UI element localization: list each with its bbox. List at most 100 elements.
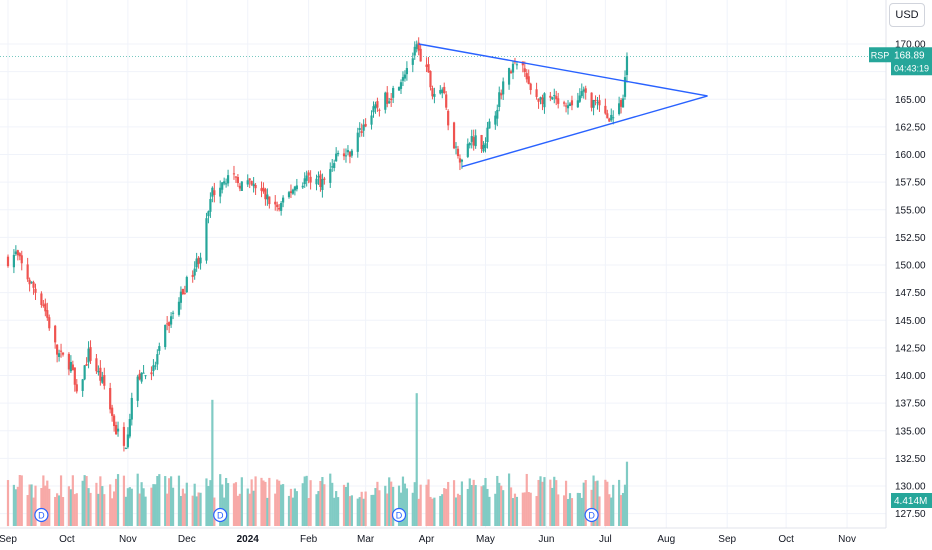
volume-bar <box>276 479 279 526</box>
volume-bar <box>101 486 104 526</box>
candle <box>562 102 566 104</box>
candle <box>443 86 446 94</box>
candle <box>44 303 47 312</box>
candle <box>427 64 430 73</box>
candle <box>164 325 167 348</box>
candle <box>199 257 202 264</box>
dividend-marker <box>34 507 49 523</box>
volume-bar <box>59 475 63 526</box>
candle <box>81 379 84 391</box>
dividend-marker-label: D <box>396 511 403 521</box>
symbol-tag <box>869 47 891 63</box>
volume-bar <box>568 493 572 526</box>
volume-bar <box>289 488 293 526</box>
volume-bar <box>109 484 112 526</box>
price-tag-value: 168.89 <box>894 50 925 61</box>
y-tick-label: 147.50 <box>895 288 926 299</box>
candle <box>116 428 120 432</box>
candle <box>364 123 367 127</box>
volume-bar <box>309 480 312 526</box>
candle <box>456 148 460 157</box>
candle <box>431 88 434 97</box>
volume-bar <box>138 493 141 526</box>
candle <box>390 98 393 101</box>
volume-bar <box>417 498 420 526</box>
candle <box>315 178 318 185</box>
candle <box>509 71 513 74</box>
volume-bar <box>411 492 414 526</box>
x-tick-label: Sep <box>718 534 736 545</box>
symbol-tag-label: RSP <box>871 50 890 60</box>
volume-bar <box>333 497 336 526</box>
candle <box>46 310 49 318</box>
candle <box>557 98 560 104</box>
volume-bar <box>405 488 408 526</box>
candle <box>472 137 475 146</box>
candle <box>69 361 72 372</box>
volume-bar <box>124 496 127 526</box>
volume-bar <box>89 492 92 526</box>
volume-bar <box>335 491 338 526</box>
candle <box>171 312 175 314</box>
candle <box>158 346 161 351</box>
candle <box>612 117 615 119</box>
candle <box>232 173 236 175</box>
candle <box>447 110 450 126</box>
volume-bar <box>443 488 446 526</box>
dividend-marker-label: D <box>38 511 45 521</box>
volume-bar <box>372 494 375 526</box>
volume-bar <box>295 491 298 526</box>
currency-button[interactable]: USD <box>889 3 925 27</box>
volume-bar <box>166 493 169 526</box>
candle <box>454 146 458 148</box>
volume-bar <box>303 476 306 526</box>
volume-bar <box>111 498 114 526</box>
volume-bar <box>219 474 222 526</box>
volume-bar <box>156 476 159 526</box>
volume-bar <box>103 494 106 526</box>
volume-bar <box>81 480 84 526</box>
volume-bar <box>307 498 310 526</box>
candle <box>223 181 226 184</box>
candle <box>401 77 405 81</box>
volume-bar <box>250 479 253 526</box>
volume-bar <box>484 478 487 526</box>
candle <box>111 407 114 416</box>
candle <box>576 100 579 108</box>
volume-bar <box>280 484 283 526</box>
volume-bar <box>18 474 21 526</box>
volume-bar <box>48 488 51 526</box>
volume-bar <box>388 477 391 526</box>
volume-bar <box>584 480 587 526</box>
y-tick-label: 135.00 <box>895 426 926 437</box>
candle <box>291 189 295 194</box>
volume-bar <box>193 483 196 526</box>
volume-bar <box>152 484 155 526</box>
candle <box>342 153 346 157</box>
candle <box>280 202 283 211</box>
candle <box>240 181 243 191</box>
volume-bar <box>83 475 86 526</box>
candle <box>57 353 61 357</box>
trend-line <box>418 43 708 97</box>
volume-bar <box>252 490 255 526</box>
candle <box>621 98 625 108</box>
candle <box>344 155 348 157</box>
candle <box>486 127 489 143</box>
volume-bar <box>460 481 464 526</box>
price-tag <box>891 47 932 76</box>
candle <box>480 134 483 149</box>
volume-bar <box>447 481 450 526</box>
candle <box>419 48 422 62</box>
volume-bar <box>126 488 129 526</box>
volume-bar <box>618 479 621 526</box>
volume-bar <box>144 496 147 526</box>
candle <box>470 136 473 142</box>
volume-bar <box>582 482 585 526</box>
candle <box>150 372 153 375</box>
volume-bar <box>54 496 57 526</box>
volume-bar <box>221 484 224 526</box>
volume-bar <box>529 492 532 526</box>
